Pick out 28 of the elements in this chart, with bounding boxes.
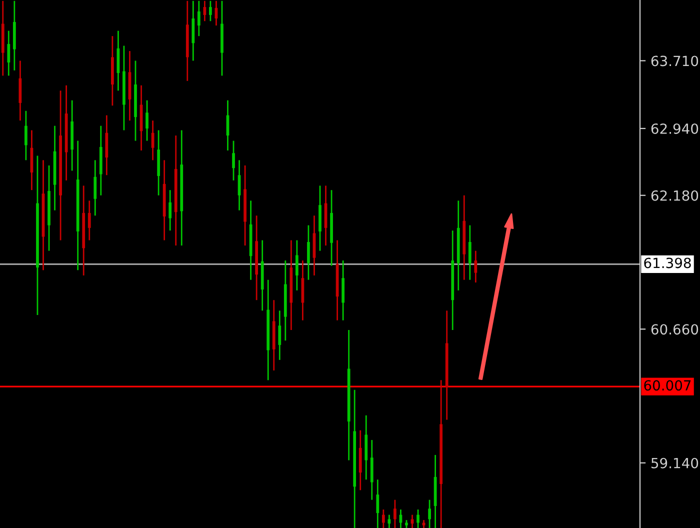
ref-line-label: 61.398	[644, 258, 691, 268]
candlestick	[146, 100, 148, 142]
candlestick	[197, 0, 200, 37]
candlestick	[382, 508, 385, 528]
candlestick	[416, 508, 420, 528]
candlestick	[474, 250, 478, 284]
candlestick	[232, 140, 235, 182]
candlestick	[88, 200, 91, 241]
candlestick	[307, 224, 310, 281]
candlestick	[168, 189, 172, 232]
candlestick	[295, 240, 298, 292]
candlestick	[94, 159, 97, 216]
y-tick-label: 62.940	[651, 123, 698, 134]
candlestick	[7, 30, 10, 76]
ref-line-label: 60.007	[644, 380, 691, 391]
candlestick	[388, 514, 391, 528]
y-tick-label: 60.660	[651, 324, 698, 335]
candlestick	[376, 478, 380, 528]
candlestick	[278, 310, 282, 361]
candlestick	[394, 499, 396, 528]
y-tick-label: 63.710	[651, 56, 698, 66]
y-tick-label: 59.140	[651, 458, 698, 468]
candlestick	[24, 110, 28, 161]
candlestick	[428, 499, 431, 528]
y-tick-label: 62.180	[651, 190, 698, 201]
candlestick	[209, 0, 212, 22]
candlestick	[468, 224, 472, 281]
candlestick	[203, 0, 206, 22]
